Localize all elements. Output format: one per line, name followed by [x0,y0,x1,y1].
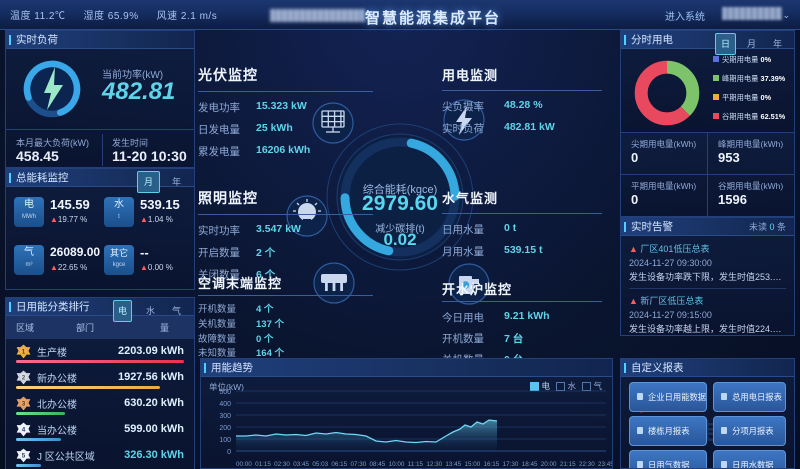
svg-text:3: 3 [22,400,26,407]
svg-text:500: 500 [219,389,231,396]
svg-text:200: 200 [219,425,231,432]
svg-text:2: 2 [22,374,26,381]
svg-text:300: 300 [219,413,231,420]
svg-text:100: 100 [219,437,231,444]
svg-text:4: 4 [22,426,26,433]
svg-text:1: 1 [22,348,26,355]
svg-text:0: 0 [227,449,231,456]
svg-text:400: 400 [219,401,231,408]
svg-text:5: 5 [22,452,26,459]
